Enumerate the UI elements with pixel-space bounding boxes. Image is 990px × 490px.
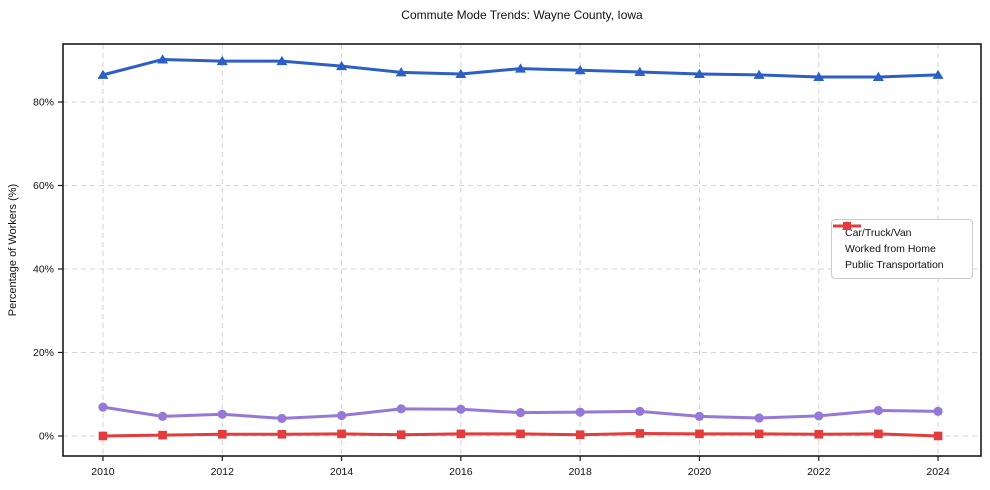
x-tick-label: 2018 bbox=[568, 466, 592, 478]
marker-car-truck-van bbox=[932, 69, 944, 79]
marker-car-truck-van bbox=[216, 55, 228, 66]
x-tick-label: 2016 bbox=[449, 466, 473, 478]
marker-public-transportation bbox=[396, 430, 406, 440]
marker-car-truck-van bbox=[97, 69, 109, 79]
marker-public-transportation bbox=[754, 429, 764, 439]
y-tick-label: 60% bbox=[33, 180, 54, 192]
chart-title: Commute Mode Trends: Wayne County, Iowa bbox=[401, 8, 643, 22]
marker-worked-from-home bbox=[277, 413, 287, 424]
marker-car-truck-van bbox=[515, 63, 527, 73]
legend-label: Car/Truck/Van bbox=[845, 227, 912, 239]
marker-public-transportation bbox=[456, 429, 466, 439]
legend-label: Public Transportation bbox=[845, 259, 944, 271]
legend-label: Worked from Home bbox=[845, 243, 936, 255]
x-tick-label: 2022 bbox=[807, 466, 831, 478]
marker-worked-from-home bbox=[158, 411, 168, 421]
marker-public-transportation bbox=[874, 429, 883, 439]
y-tick-label: 80% bbox=[33, 97, 54, 109]
marker-car-truck-van bbox=[872, 71, 884, 81]
marker-car-truck-van bbox=[336, 60, 348, 71]
marker-car-truck-van bbox=[753, 69, 765, 79]
marker-worked-from-home bbox=[396, 404, 406, 414]
marker-worked-from-home bbox=[754, 413, 764, 423]
x-tick-label: 2012 bbox=[211, 466, 235, 478]
marker-car-truck-van bbox=[634, 66, 646, 76]
marker-public-transportation bbox=[158, 430, 167, 440]
marker-worked-from-home bbox=[217, 409, 227, 419]
marker-public-transportation bbox=[933, 431, 943, 441]
marker-worked-from-home bbox=[575, 407, 585, 417]
marker-worked-from-home bbox=[635, 406, 645, 416]
x-tick-label: 2020 bbox=[688, 466, 712, 478]
y-tick-label: 0% bbox=[39, 431, 54, 443]
marker-worked-from-home bbox=[873, 405, 884, 416]
marker-public-transportation bbox=[217, 429, 227, 439]
marker-public-transportation bbox=[516, 429, 525, 439]
marker-public-transportation bbox=[635, 429, 645, 438]
marker-worked-from-home bbox=[814, 411, 824, 421]
marker-public-transportation bbox=[695, 429, 704, 439]
marker-car-truck-van bbox=[574, 65, 586, 75]
marker-worked-from-home bbox=[694, 411, 705, 421]
marker-public-transportation bbox=[814, 429, 824, 439]
legend: Car/Truck/Van Worked from Home Public Tran… bbox=[831, 219, 973, 279]
marker-car-truck-van bbox=[276, 55, 288, 66]
marker-public-transportation bbox=[337, 429, 346, 439]
legend-item-public-transportation: Public Transportation bbox=[833, 222, 964, 273]
marker-car-truck-van bbox=[693, 68, 705, 79]
y-tick-label: 40% bbox=[33, 264, 54, 276]
marker-car-truck-van bbox=[395, 67, 407, 77]
marker-worked-from-home bbox=[933, 406, 943, 416]
marker-car-truck-van bbox=[813, 71, 825, 81]
marker-worked-from-home bbox=[98, 402, 108, 412]
axes-border bbox=[62, 43, 982, 457]
legend-swatch-square bbox=[833, 222, 861, 230]
marker-public-transportation bbox=[98, 431, 108, 441]
marker-car-truck-van bbox=[455, 68, 467, 79]
x-tick-label: 2024 bbox=[926, 466, 950, 478]
marker-worked-from-home bbox=[336, 410, 347, 421]
x-tick-label: 2010 bbox=[91, 466, 115, 478]
marker-public-transportation bbox=[277, 429, 287, 439]
marker-car-truck-van bbox=[157, 54, 169, 64]
marker-public-transportation bbox=[575, 430, 585, 440]
legend-item-worked-from-home: Worked from Home bbox=[833, 221, 964, 257]
y-tick-label: 20% bbox=[33, 347, 54, 359]
x-tick-label: 2014 bbox=[330, 466, 354, 478]
marker-worked-from-home bbox=[456, 404, 466, 414]
marker-worked-from-home bbox=[515, 407, 526, 418]
